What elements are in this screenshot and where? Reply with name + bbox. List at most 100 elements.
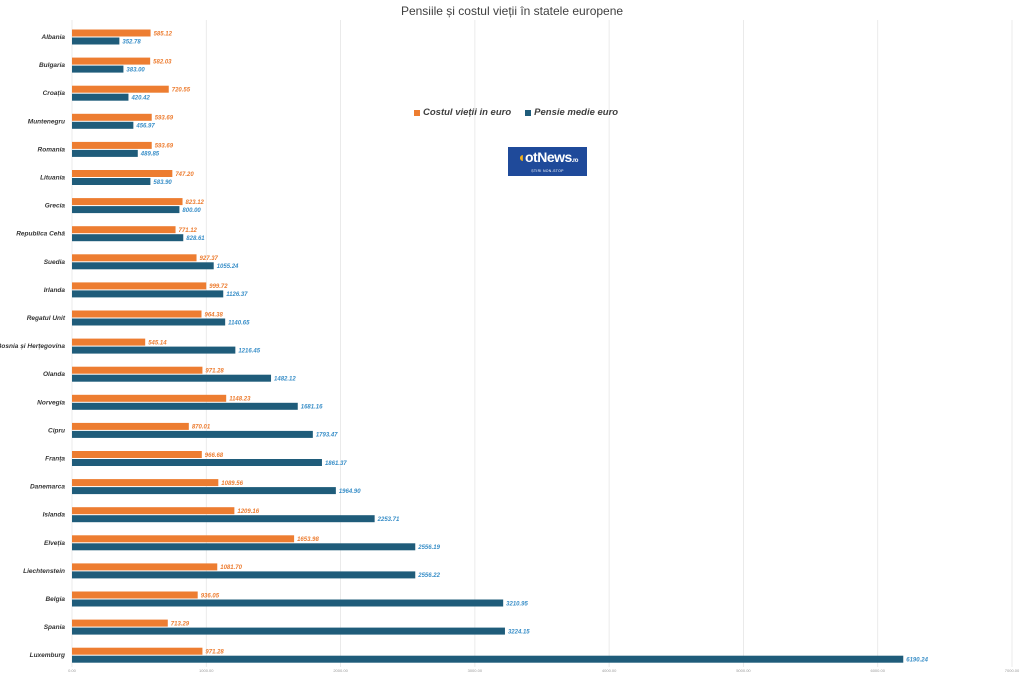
bar-cost-of-living xyxy=(72,591,198,599)
data-label: 1089.56 xyxy=(221,481,243,487)
legend: Costul vieții in euro Pensie medie euro xyxy=(414,107,618,118)
x-tick-label: 0.00 xyxy=(68,668,77,673)
data-label: 585.12 xyxy=(154,31,173,37)
bar-average-pension xyxy=(72,571,416,579)
logo-text: ◖otNews.ro xyxy=(517,150,578,168)
bar-average-pension xyxy=(72,543,416,551)
bar-cost-of-living xyxy=(72,619,168,627)
bar-average-pension xyxy=(72,206,180,214)
bar-average-pension xyxy=(72,402,298,410)
category-label: Spania xyxy=(44,624,66,631)
legend-label-cost: Costul vieții in euro xyxy=(423,107,512,118)
data-label: 420.42 xyxy=(130,96,150,102)
bar-cost-of-living xyxy=(72,422,189,430)
logo-subtitle: ȘTIRI NON-STOP xyxy=(531,169,564,173)
bar-average-pension xyxy=(72,234,184,242)
category-label: Irlanda xyxy=(44,287,66,294)
x-tick-label: 5000.00 xyxy=(736,668,751,673)
bar-cost-of-living xyxy=(72,85,169,93)
bars xyxy=(72,29,904,663)
bar-cost-of-living xyxy=(72,170,173,177)
category-label: Bulgaria xyxy=(39,62,65,69)
bar-cost-of-living xyxy=(72,310,202,318)
legend-swatch-pension xyxy=(525,109,532,116)
data-label: 828.61 xyxy=(186,236,205,242)
bar-average-pension xyxy=(72,318,226,326)
bar-cost-of-living xyxy=(72,113,152,121)
data-label: 489.85 xyxy=(140,152,160,158)
data-label: 1140.65 xyxy=(228,320,250,326)
bar-average-pension xyxy=(72,655,904,663)
data-label: 713.29 xyxy=(171,621,190,627)
bar-average-pension xyxy=(72,262,214,270)
bar-cost-of-living xyxy=(72,647,203,655)
labels: 0.00 1000.00 2000.00 3000.00 4000.00 5000.00 6… xyxy=(0,31,1020,673)
data-label: 593.69 xyxy=(155,144,174,150)
category-label: Elveția xyxy=(44,540,65,547)
data-label: 936.05 xyxy=(201,593,220,599)
bar-average-pension xyxy=(72,515,375,523)
category-label: Danemarca xyxy=(30,484,65,491)
data-label: 720.55 xyxy=(172,88,191,94)
data-label: 999.72 xyxy=(209,284,228,290)
bar-average-pension xyxy=(72,121,134,129)
bar-average-pension xyxy=(72,487,336,495)
bar-average-pension xyxy=(72,430,313,438)
logo-circle-icon: ◖ xyxy=(517,149,525,165)
data-label: 1482.12 xyxy=(274,377,296,383)
data-label: 1793.47 xyxy=(316,433,338,439)
category-label: Belgia xyxy=(45,596,65,603)
category-label: Luxemburg xyxy=(30,652,65,659)
bar-cost-of-living xyxy=(72,198,183,206)
bar-cost-of-living xyxy=(72,338,146,346)
category-label: Republica Cehă xyxy=(16,231,65,238)
logo-text-suffix: .ro xyxy=(571,158,579,164)
data-label: 771.12 xyxy=(179,228,198,234)
data-label: 800.00 xyxy=(182,208,201,214)
bar-cost-of-living xyxy=(72,451,202,458)
category-label: Lituania xyxy=(40,175,65,182)
category-label: Norvegia xyxy=(37,399,65,406)
bar-cost-of-living xyxy=(72,366,203,374)
category-label: Liechtenstein xyxy=(23,568,65,575)
data-label: 593.69 xyxy=(155,116,174,122)
chart-title: Pensiile și costul vieții în statele eur… xyxy=(400,4,624,18)
bar-cost-of-living xyxy=(72,479,219,487)
data-label: 971.28 xyxy=(205,369,224,375)
x-tick-label: 3000.00 xyxy=(468,668,483,673)
bar-cost-of-living xyxy=(72,282,207,290)
data-label: 870.01 xyxy=(192,425,211,431)
data-label: 456.97 xyxy=(135,124,155,130)
bar-average-pension xyxy=(72,65,124,73)
category-label: Regatul Unit xyxy=(27,315,66,322)
bar-cost-of-living xyxy=(72,226,176,234)
data-label: 352.78 xyxy=(122,39,141,45)
legend-item-pension: Pensie medie euro xyxy=(525,107,618,118)
data-label: 2556.22 xyxy=(417,573,440,579)
bar-average-pension xyxy=(72,599,504,607)
data-label: 966.68 xyxy=(205,453,224,459)
bar-average-pension xyxy=(72,346,236,354)
data-label: 1148.23 xyxy=(229,397,251,403)
data-label: 2253.71 xyxy=(377,517,400,523)
legend-swatch-cost xyxy=(414,109,420,116)
bar-average-pension xyxy=(72,374,272,382)
data-label: 2556.19 xyxy=(417,545,440,551)
bar-average-pension xyxy=(72,37,120,45)
category-label: Islanda xyxy=(43,512,66,519)
data-label: 1055.24 xyxy=(217,264,239,270)
category-label: Croația xyxy=(43,90,66,97)
data-label: 582.03 xyxy=(153,59,172,65)
data-label: 1126.37 xyxy=(226,292,248,298)
data-label: 964.38 xyxy=(205,312,224,318)
data-label: 1861.37 xyxy=(325,461,347,467)
data-label: 1681.16 xyxy=(301,405,323,411)
bar-cost-of-living xyxy=(72,394,227,402)
logo-text-main: otNews xyxy=(525,149,572,165)
bar-cost-of-living xyxy=(72,254,197,262)
bar-average-pension xyxy=(72,459,322,466)
bar-cost-of-living xyxy=(72,563,218,571)
data-label: 747.20 xyxy=(175,172,194,178)
category-label: Olanda xyxy=(43,371,65,378)
